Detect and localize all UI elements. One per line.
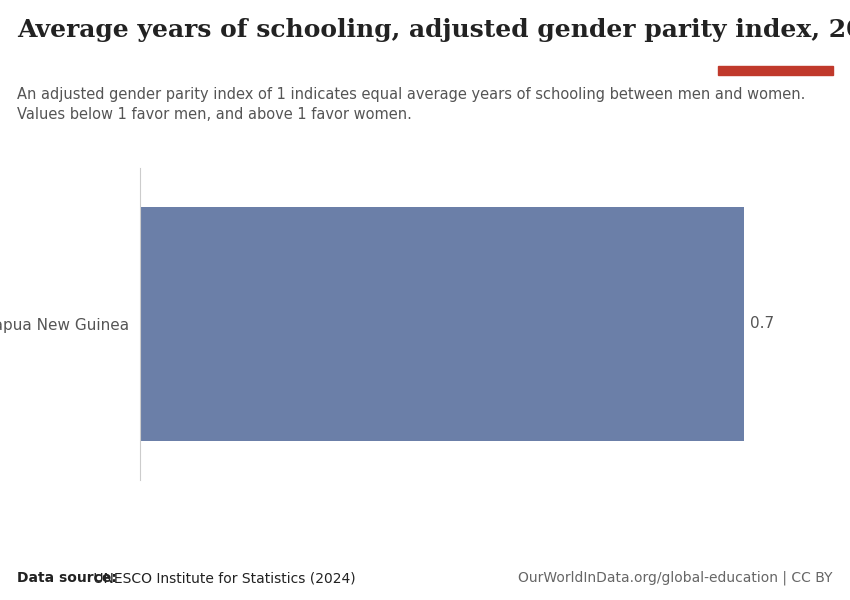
Text: Our World
in Data: Our World in Data bbox=[742, 22, 809, 50]
Text: Average years of schooling, adjusted gender parity index, 2018: Average years of schooling, adjusted gen… bbox=[17, 18, 850, 42]
Bar bbox=[140, 207, 744, 441]
Text: OurWorldInData.org/global-education | CC BY: OurWorldInData.org/global-education | CC… bbox=[518, 571, 833, 585]
Text: UNESCO Institute for Statistics (2024): UNESCO Institute for Statistics (2024) bbox=[89, 571, 356, 585]
Text: An adjusted gender parity index of 1 indicates equal average years of schooling : An adjusted gender parity index of 1 ind… bbox=[17, 87, 805, 122]
Bar bbox=[718, 66, 833, 75]
Text: Data source:: Data source: bbox=[17, 571, 116, 585]
Text: 0.7: 0.7 bbox=[751, 317, 774, 331]
